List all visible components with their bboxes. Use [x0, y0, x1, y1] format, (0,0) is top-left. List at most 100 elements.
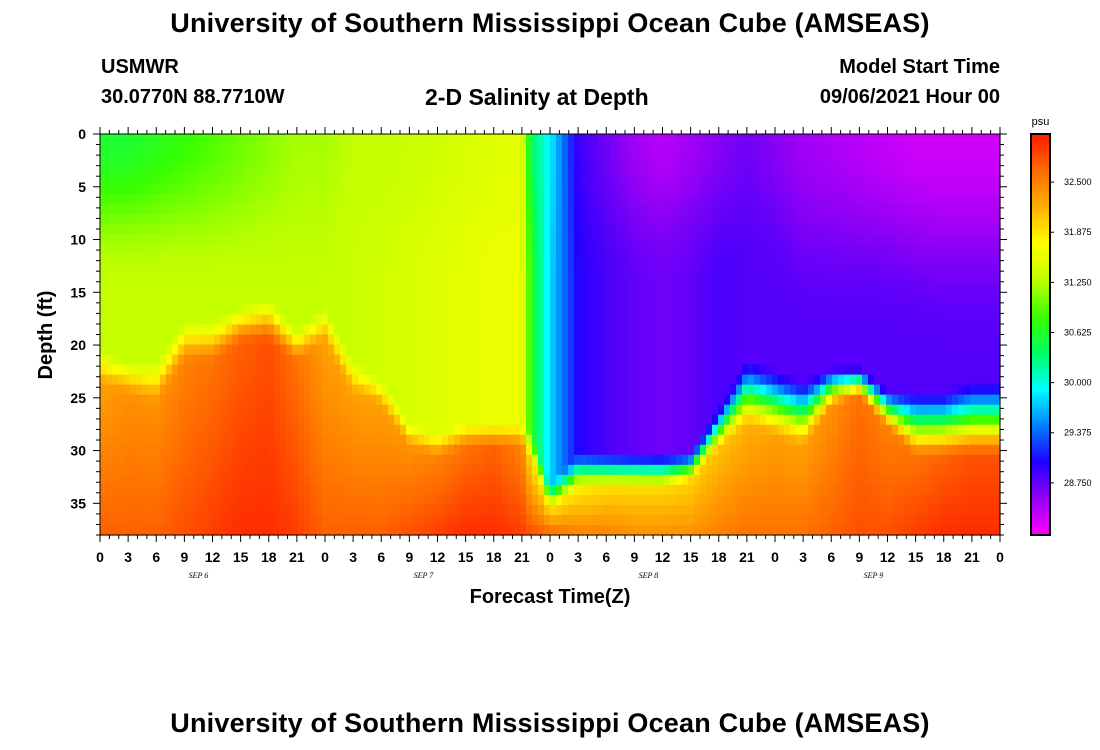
heatmap-cell — [328, 384, 335, 396]
heatmap-cell — [814, 244, 821, 255]
heatmap-cell — [676, 214, 683, 225]
heatmap-cell — [658, 514, 665, 526]
heatmap-cell — [292, 464, 299, 476]
heatmap-cell — [778, 384, 785, 396]
heatmap-cell — [526, 514, 533, 526]
heatmap-cell — [388, 464, 395, 476]
heatmap-cell — [220, 284, 227, 296]
heatmap-cell — [292, 434, 299, 446]
heatmap-cell — [826, 324, 833, 336]
heatmap-cell — [598, 304, 605, 316]
heatmap-cell — [682, 144, 689, 155]
heatmap-cell — [226, 334, 233, 346]
heatmap-cell — [796, 464, 803, 476]
heatmap-cell — [814, 464, 821, 476]
heatmap-cell — [502, 334, 509, 346]
heatmap-cell — [376, 354, 383, 366]
heatmap-cell — [730, 214, 737, 225]
heatmap-cell — [670, 174, 677, 185]
heatmap-cell — [298, 184, 305, 195]
heatmap-cell — [190, 184, 197, 195]
heatmap-cell — [544, 194, 551, 205]
heatmap-cell — [484, 424, 491, 436]
heatmap-cell — [466, 134, 473, 145]
heatmap-cell — [166, 444, 173, 456]
heatmap-cell — [712, 424, 719, 436]
heatmap-cell — [514, 144, 521, 155]
heatmap-cell — [340, 144, 347, 155]
heatmap-cell — [418, 194, 425, 205]
heatmap-cell — [754, 224, 761, 235]
heatmap-cell — [754, 504, 761, 516]
heatmap-cell — [508, 364, 515, 376]
heatmap-cell — [340, 324, 347, 336]
heatmap-cell — [292, 314, 299, 326]
heatmap-cell — [742, 314, 749, 326]
heatmap-cell — [106, 204, 113, 215]
heatmap-cell — [118, 484, 125, 496]
heatmap-cell — [214, 494, 221, 506]
heatmap-cell — [298, 254, 305, 265]
heatmap-cell — [154, 424, 161, 436]
heatmap-cell — [490, 144, 497, 155]
heatmap-cell — [304, 314, 311, 326]
heatmap-cell — [178, 424, 185, 436]
heatmap-cell — [406, 184, 413, 195]
heatmap-cell — [802, 204, 809, 215]
heatmap-cell — [568, 164, 575, 175]
heatmap-cell — [502, 294, 509, 306]
heatmap-cell — [358, 524, 365, 536]
heatmap-cell — [490, 294, 497, 306]
heatmap-cell — [730, 444, 737, 456]
heatmap-cell — [112, 364, 119, 376]
heatmap-cell — [616, 184, 623, 195]
heatmap-cell — [526, 254, 533, 265]
heatmap-cell — [292, 274, 299, 285]
heatmap-cell — [418, 494, 425, 506]
heatmap-cell — [484, 184, 491, 195]
heatmap-cell — [832, 174, 839, 185]
heatmap-cell — [190, 334, 197, 346]
heatmap-cell — [712, 374, 719, 386]
heatmap-cell — [694, 174, 701, 185]
heatmap-cell — [502, 234, 509, 245]
heatmap-cell — [574, 314, 581, 326]
heatmap-cell — [742, 194, 749, 205]
heatmap-cell — [796, 494, 803, 506]
heatmap-cell — [214, 394, 221, 406]
heatmap-cell — [556, 404, 563, 416]
heatmap-cell — [520, 224, 527, 235]
heatmap-cell — [676, 354, 683, 366]
heatmap-cell — [154, 404, 161, 416]
heatmap-cell — [244, 494, 251, 506]
heatmap-cell — [688, 154, 695, 165]
heatmap-cell — [178, 414, 185, 426]
heatmap-cell — [778, 174, 785, 185]
heatmap-cell — [634, 244, 641, 255]
heatmap-cell — [832, 324, 839, 336]
heatmap-cell — [514, 504, 521, 516]
heatmap-cell — [100, 384, 107, 396]
heatmap-cell — [766, 194, 773, 205]
heatmap-cell — [778, 464, 785, 476]
heatmap-cell — [394, 364, 401, 376]
heatmap-cell — [334, 134, 341, 145]
heatmap-cell — [550, 404, 557, 416]
heatmap-cell — [208, 494, 215, 506]
heatmap-cell — [400, 394, 407, 406]
heatmap-cell — [238, 314, 245, 326]
heatmap-cell — [244, 414, 251, 426]
heatmap-cell — [826, 454, 833, 466]
heatmap-cell — [730, 234, 737, 245]
heatmap-cell — [448, 334, 455, 346]
heatmap-cell — [256, 444, 263, 456]
heatmap-cell — [766, 274, 773, 285]
heatmap-cell — [580, 464, 587, 476]
heatmap-cell — [112, 184, 119, 195]
heatmap-cell — [256, 284, 263, 296]
heatmap-cell — [802, 314, 809, 326]
heatmap-cell — [442, 504, 449, 516]
heatmap-cell — [172, 204, 179, 215]
heatmap-cell — [274, 464, 281, 476]
heatmap-cell — [790, 434, 797, 446]
